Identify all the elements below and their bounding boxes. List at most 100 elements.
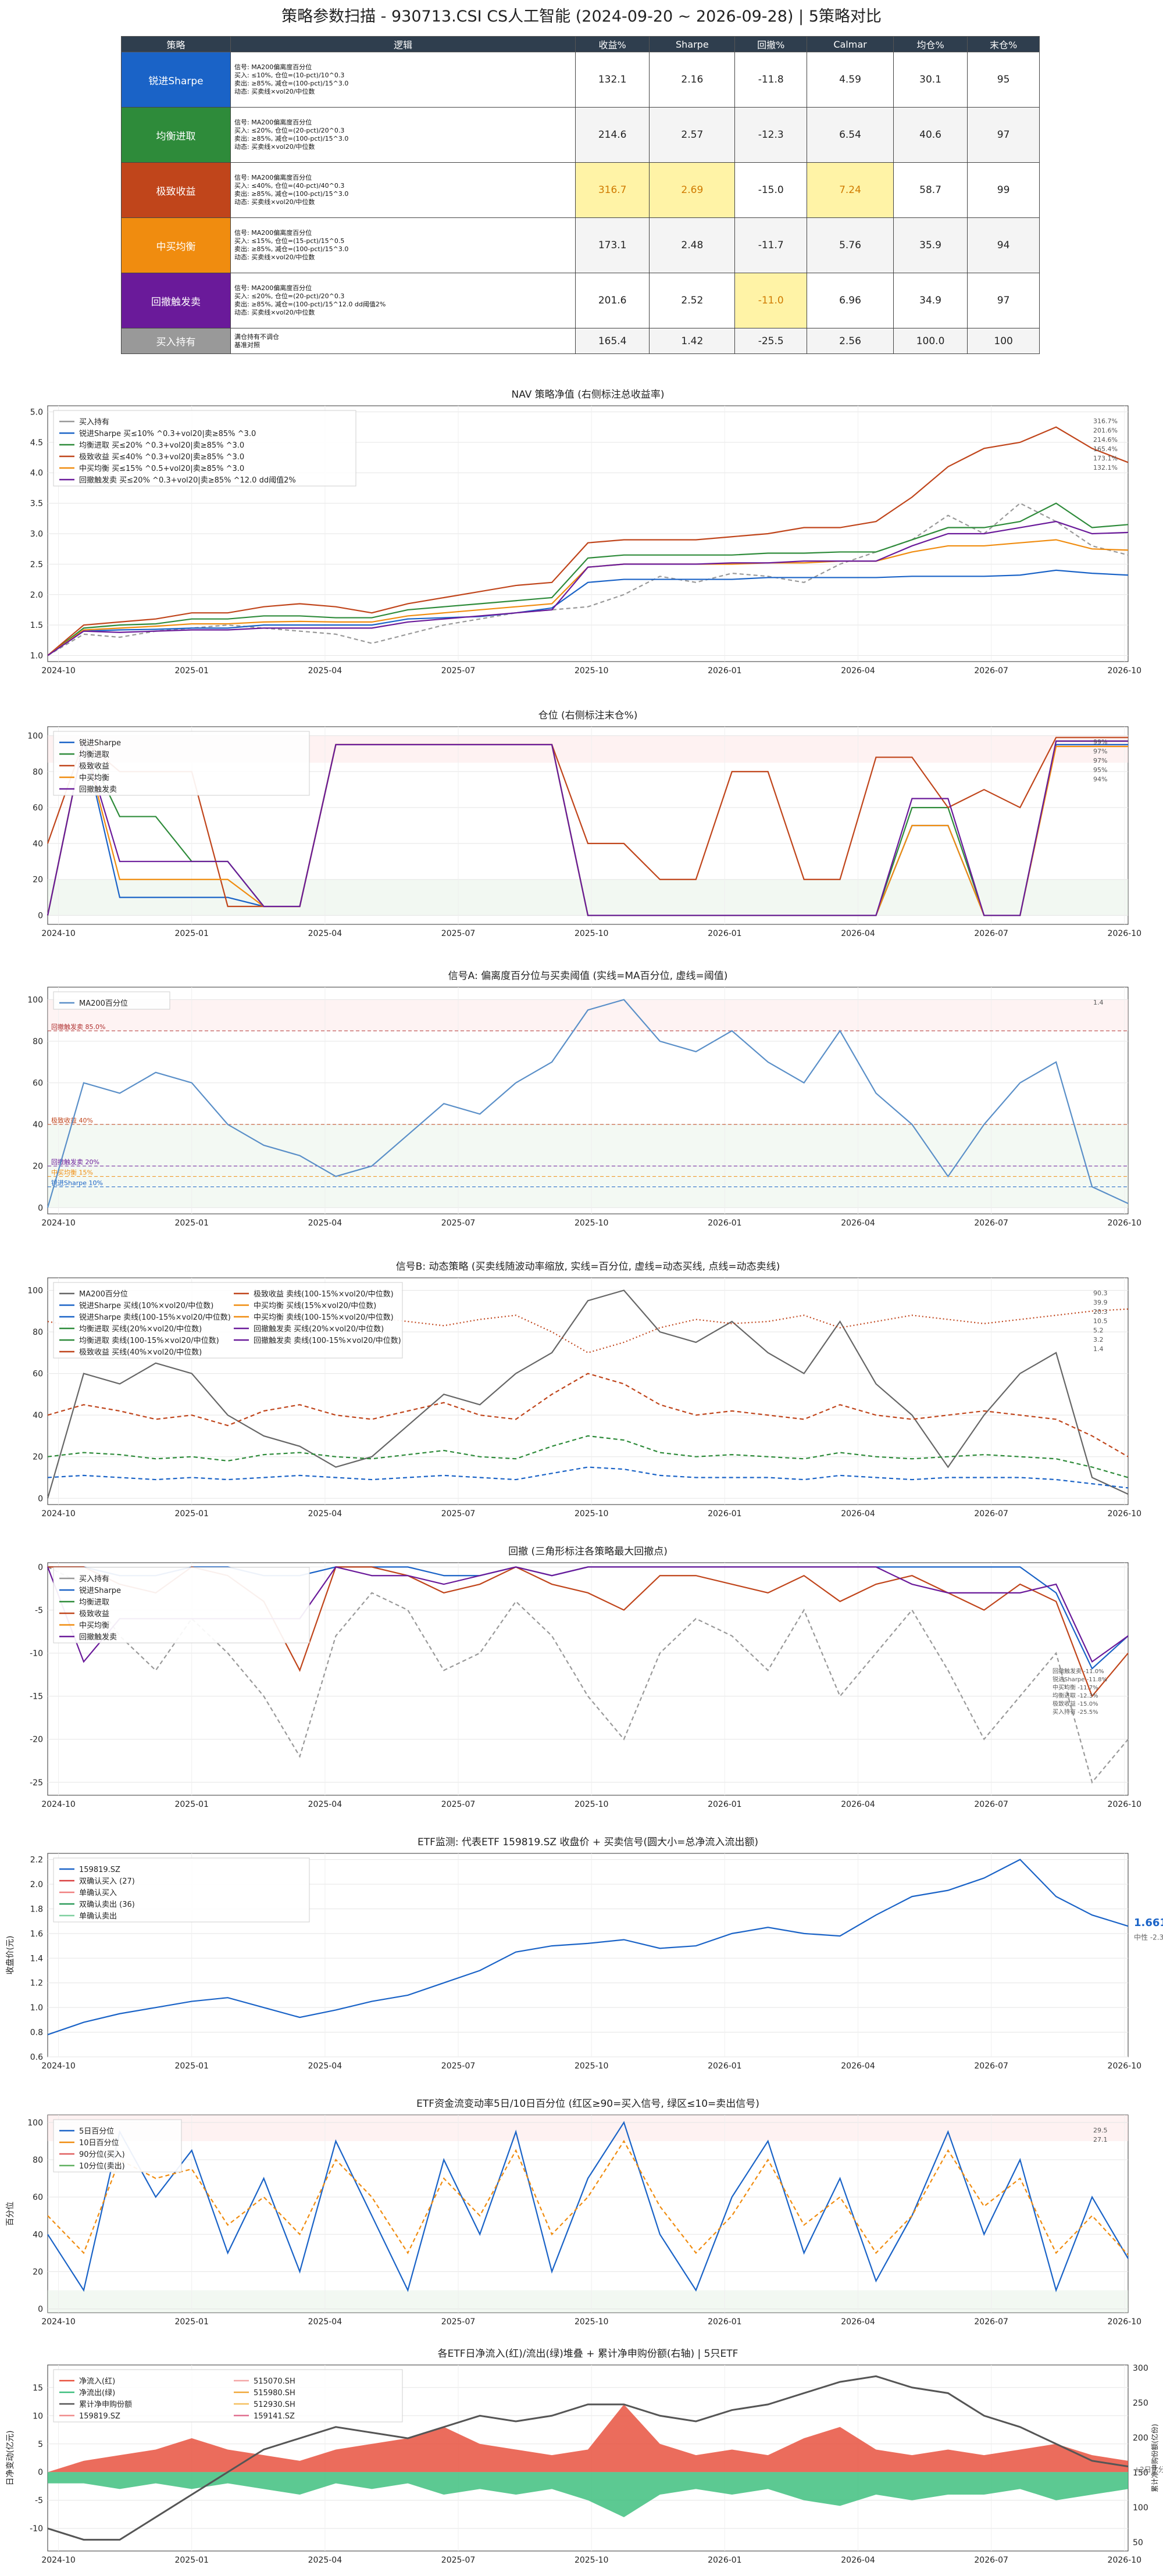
- y-tick-label: 5.0: [30, 408, 43, 417]
- y-tick-label: 3.5: [30, 499, 43, 509]
- etf-stack-chart: 各ETF日净流入(红)/流出(绿)堆叠 + 累计净申购份额(右轴) | 5只ET…: [6, 2348, 1163, 2565]
- legend-entry: 锐进Sharpe 买≤10% ^0.3+vol20|卖≥85% ^3.0: [79, 430, 256, 438]
- metric-end: 99: [967, 162, 1040, 218]
- x-tick-label: 2026-10: [1108, 666, 1142, 676]
- x-tick-label: 2025-10: [575, 2556, 609, 2565]
- x-tick-label: 2026-04: [841, 1800, 875, 1809]
- chart-title: 信号B: 动态策略 (买卖线随波动率缩放, 实线=百分位, 虚线=动态买线, 点…: [396, 1261, 780, 1273]
- legend-box: [53, 410, 356, 487]
- table-row: 中买均衡 信号: MA200偏离度百分位 买入: ≤15%, 仓位=(15-pct…: [121, 217, 1040, 273]
- x-tick-label: 2026-07: [974, 2317, 1008, 2327]
- legend-entry: 回撤触发卖 卖线(100-15%×vol20/中位数): [254, 1336, 401, 1345]
- y-tick-label: 1.0: [30, 652, 43, 661]
- y-tick-label: 80: [33, 1328, 43, 1337]
- legend-entry: 极致收益 买≤40% ^0.3+vol20|卖≥85% ^3.0: [79, 453, 244, 462]
- table-header-row: 策略 逻辑 收益% Sharpe 回撤% Calmar 均仓% 末仓%: [121, 36, 1040, 52]
- y-tick-label: 10: [33, 2411, 43, 2421]
- plot-frame: [47, 1562, 1129, 1796]
- series-line: [47, 1373, 1129, 1457]
- y-tick-label: 20: [33, 876, 43, 885]
- legend-entry: 515070.SH: [254, 2377, 295, 2386]
- legend-entry: 锐进Sharpe 卖线(100-15%×vol20/中位数): [79, 1313, 231, 1322]
- y-tick-label: -25: [30, 1778, 43, 1788]
- nav-chart: NAV 策略净值 (右侧标注总收益率) 1.0 1.5 2.0 2.5 3.0 3.5 4.0…: [30, 389, 1142, 676]
- legend-entry: 均衡进取: [79, 1598, 109, 1607]
- end-label: 3.2: [1093, 1336, 1104, 1344]
- drawdown-annotation: 锐进Sharpe -11.8%: [1053, 1675, 1107, 1683]
- y-tick-label: 1.8: [30, 1905, 43, 1914]
- legend-entry: 锐进Sharpe: [79, 739, 121, 748]
- legend-entry: 累计净申购份额: [79, 2400, 132, 2409]
- strategy-logic: 信号: MA200偏离度百分位 买入: ≤20%, 仓位=(20-pct)/20…: [230, 107, 576, 163]
- metric-ret: 316.7: [575, 162, 650, 218]
- x-tick-label: 2026-04: [841, 666, 875, 676]
- y-tick-label: -10: [30, 1649, 43, 1659]
- metric-dd: -15.0: [734, 162, 808, 218]
- threshold-label: 锐进Sharpe 10%: [51, 1178, 103, 1187]
- chart-title: ETF资金流变动率5日/10日百分位 (红区≥90=买入信号, 绿区≤10=卖出…: [416, 2098, 759, 2110]
- etf-price-chart: ETF监测: 代表ETF 159819.SZ 收盘价 + 买卖信号(圆大小=总净…: [5, 1837, 1163, 2071]
- y-tick-label: 2.0: [30, 591, 43, 600]
- end-label: 97%: [1093, 757, 1107, 764]
- x-tick-label: 2026-07: [974, 1219, 1008, 1228]
- y-tick-label: 0.8: [30, 2028, 43, 2038]
- y-tick-label: 2.0: [30, 1880, 43, 1889]
- end-label: 94%: [1093, 776, 1107, 783]
- y-tick-label: 1.6: [30, 1930, 43, 1939]
- x-tick-label: 2026-01: [708, 2556, 742, 2565]
- metric-sharpe: 2.16: [649, 52, 736, 108]
- metric-avg: 100.0: [893, 328, 968, 354]
- y2-tick-label: 200: [1133, 2434, 1148, 2443]
- x-tick-label: 2026-04: [841, 2556, 875, 2565]
- chart-title: 信号A: 偏离度百分位与买卖阈值 (实线=MA百分位, 虚线=阈值): [448, 970, 728, 982]
- legend-entry: 极致收益 卖线(100-15%×vol20/中位数): [254, 1290, 394, 1299]
- y-tick-label: 0: [38, 1203, 43, 1213]
- y-tick-label: 2.2: [30, 1856, 43, 1865]
- y-tick-label: 0: [38, 1563, 43, 1572]
- y-axis-label: 百分位: [6, 2202, 15, 2226]
- metric-dd: -12.3: [734, 107, 808, 163]
- x-tick-label: 2024-10: [41, 666, 76, 676]
- drawdown-annotation: 均衡进取 -12.3%: [1053, 1692, 1098, 1699]
- end-label: 1.4: [1093, 1345, 1104, 1353]
- legend-entry: MA200百分位: [79, 999, 128, 1008]
- end-label: 5.2: [1093, 1327, 1104, 1334]
- legend-box: [53, 1282, 403, 1359]
- table-row: 买入持有 满仓持有不调仓 基准对照 165.4 1.42 -25.5 2.56 100.0 1…: [121, 328, 1040, 354]
- series-line: [47, 1859, 1129, 2035]
- end-note: +2日比分: [1134, 2466, 1163, 2474]
- x-tick-label: 2025-01: [174, 2061, 209, 2071]
- end-label: 10.5: [1093, 1317, 1108, 1325]
- metric-dd: -25.5: [734, 328, 808, 354]
- metric-calmar: 4.59: [807, 52, 894, 108]
- y2-tick-label: 250: [1133, 2399, 1148, 2408]
- table-header-7: 末仓%: [967, 36, 1040, 52]
- end-label: 20.3: [1093, 1308, 1108, 1316]
- metric-avg: 40.6: [893, 107, 968, 163]
- strategy-name: 回撤触发卖: [121, 273, 231, 328]
- series-line: [47, 2121, 1129, 2293]
- x-tick-label: 2024-10: [41, 2317, 76, 2327]
- y-tick-label: 1.0: [30, 2003, 43, 2013]
- drawdown-annotation: 中买均衡 -11.7%: [1053, 1684, 1098, 1691]
- x-tick-label: 2025-07: [441, 2317, 476, 2327]
- table-header-5: Calmar: [807, 36, 894, 52]
- end-label: 1.4: [1093, 999, 1104, 1006]
- y-tick-label: -5: [35, 1606, 43, 1615]
- end-note: 中性 -2.3亿: [1134, 1932, 1163, 1941]
- x-tick-label: 2026-10: [1108, 1509, 1142, 1519]
- series-line: [47, 740, 1128, 916]
- legend-entry: 回撤触发卖: [79, 785, 117, 794]
- series-line: [47, 2375, 1129, 2541]
- x-tick-label: 2025-07: [441, 666, 476, 676]
- signal-a-chart: 信号A: 偏离度百分位与买卖阈值 (实线=MA百分位, 虚线=阈值) 0 20 40 6…: [27, 970, 1141, 1228]
- metric-sharpe: 2.52: [649, 273, 736, 328]
- y2-tick-label: 100: [1133, 2503, 1148, 2513]
- x-tick-label: 2026-07: [974, 666, 1008, 676]
- end-label: 97%: [1093, 748, 1107, 755]
- table-header-3: Sharpe: [649, 36, 736, 52]
- y-axis-label: 日净变动(亿元): [6, 2431, 15, 2486]
- y-tick-label: 20: [33, 2267, 43, 2277]
- x-tick-label: 2026-04: [841, 1509, 875, 1519]
- legend-box: [53, 2369, 403, 2423]
